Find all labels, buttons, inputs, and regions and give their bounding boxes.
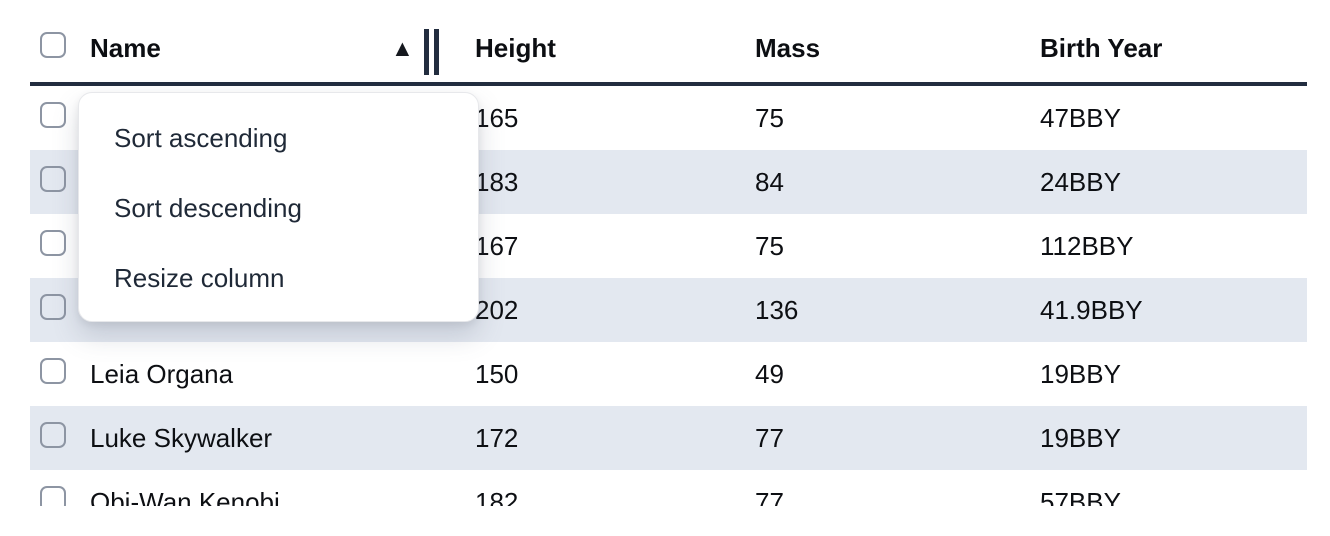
table-header-row: Name Height Mass Birth Year ▲: [30, 0, 1307, 86]
cell-name: Obi-Wan Kenobi: [90, 486, 280, 507]
cell-birth-year: 41.9BBY: [1040, 294, 1143, 325]
row-select-cell: [30, 421, 78, 455]
cell-mass: 136: [755, 294, 799, 325]
cell-birth-year: 19BBY: [1040, 422, 1121, 453]
cell-birth-year: 47BBY: [1040, 102, 1121, 133]
column-context-menu: Sort ascending Sort descending Resize co…: [78, 92, 479, 322]
row-select-cell: [30, 485, 78, 506]
column-header-name[interactable]: Name: [78, 33, 460, 64]
cell-height: 183: [475, 166, 519, 197]
sort-ascending-icon: ▲: [391, 35, 414, 61]
table-row: 165 75 47BBY: [30, 86, 1307, 150]
row-select-cell: [30, 229, 78, 263]
cell-birth-year: 57BBY: [1040, 486, 1121, 507]
table-row: Luke Skywalker 172 77 19BBY: [30, 406, 1307, 470]
row-checkbox[interactable]: [40, 485, 66, 506]
cell-birth-year: 112BBY: [1040, 230, 1134, 261]
column-header-height-label: Height: [475, 32, 556, 63]
row-checkbox[interactable]: [40, 101, 66, 128]
row-select-cell: [30, 357, 78, 391]
cell-name: Leia Organa: [90, 358, 234, 389]
column-header-name-label: Name: [90, 32, 161, 63]
row-checkbox[interactable]: [40, 229, 66, 256]
row-checkbox[interactable]: [40, 293, 66, 320]
cell-height: 165: [475, 102, 519, 133]
cell-height: 167: [475, 230, 519, 261]
row-checkbox[interactable]: [40, 357, 66, 384]
column-header-mass-label: Mass: [755, 32, 821, 63]
menu-item-sort-descending[interactable]: Sort descending: [114, 192, 302, 223]
table-row: Leia Organa 150 49 19BBY: [30, 342, 1307, 406]
row-select-cell: [30, 165, 78, 199]
column-header-birth-year[interactable]: Birth Year: [1025, 33, 1307, 64]
cell-mass: 77: [755, 422, 784, 453]
column-header-birth-year-label: Birth Year: [1040, 32, 1163, 63]
row-checkbox[interactable]: [40, 421, 66, 448]
cell-mass: 49: [755, 358, 784, 389]
cell-birth-year: 19BBY: [1040, 358, 1121, 389]
cell-mass: 77: [755, 486, 784, 507]
table-row: Obi-Wan Kenobi 182 77 57BBY: [30, 470, 1307, 506]
cell-mass: 84: [755, 166, 784, 197]
row-select-cell: [30, 293, 78, 327]
cell-height: 150: [475, 358, 519, 389]
column-header-height[interactable]: Height: [460, 33, 740, 64]
menu-item-resize-column[interactable]: Resize column: [114, 262, 285, 293]
select-all-checkbox[interactable]: [40, 31, 66, 58]
column-resize-handle[interactable]: [424, 29, 439, 75]
cell-mass: 75: [755, 102, 784, 133]
table-row: 167 75 112BBY: [30, 214, 1307, 278]
cell-mass: 75: [755, 230, 784, 261]
cell-height: 182: [475, 486, 519, 507]
row-checkbox[interactable]: [40, 165, 66, 192]
cell-birth-year: 24BBY: [1040, 166, 1121, 197]
cell-height: 172: [475, 422, 519, 453]
cell-height: 202: [475, 294, 519, 325]
column-header-mass[interactable]: Mass: [740, 33, 1025, 64]
menu-item-sort-ascending[interactable]: Sort ascending: [114, 122, 288, 153]
select-all-cell: [30, 31, 78, 65]
cell-name: Luke Skywalker: [90, 422, 273, 453]
row-select-cell: [30, 101, 78, 135]
